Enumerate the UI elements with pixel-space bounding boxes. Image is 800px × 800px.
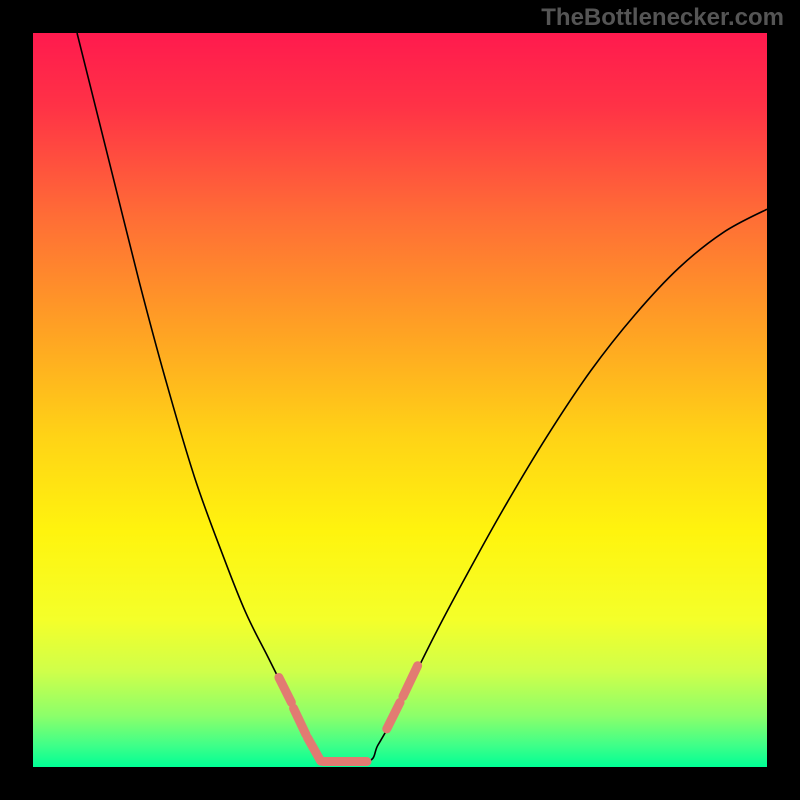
watermark-text: TheBottlenecker.com <box>541 4 784 32</box>
gradient-background <box>33 33 767 767</box>
chart-container: TheBottlenecker.com <box>0 0 800 800</box>
plot-svg <box>33 33 767 767</box>
